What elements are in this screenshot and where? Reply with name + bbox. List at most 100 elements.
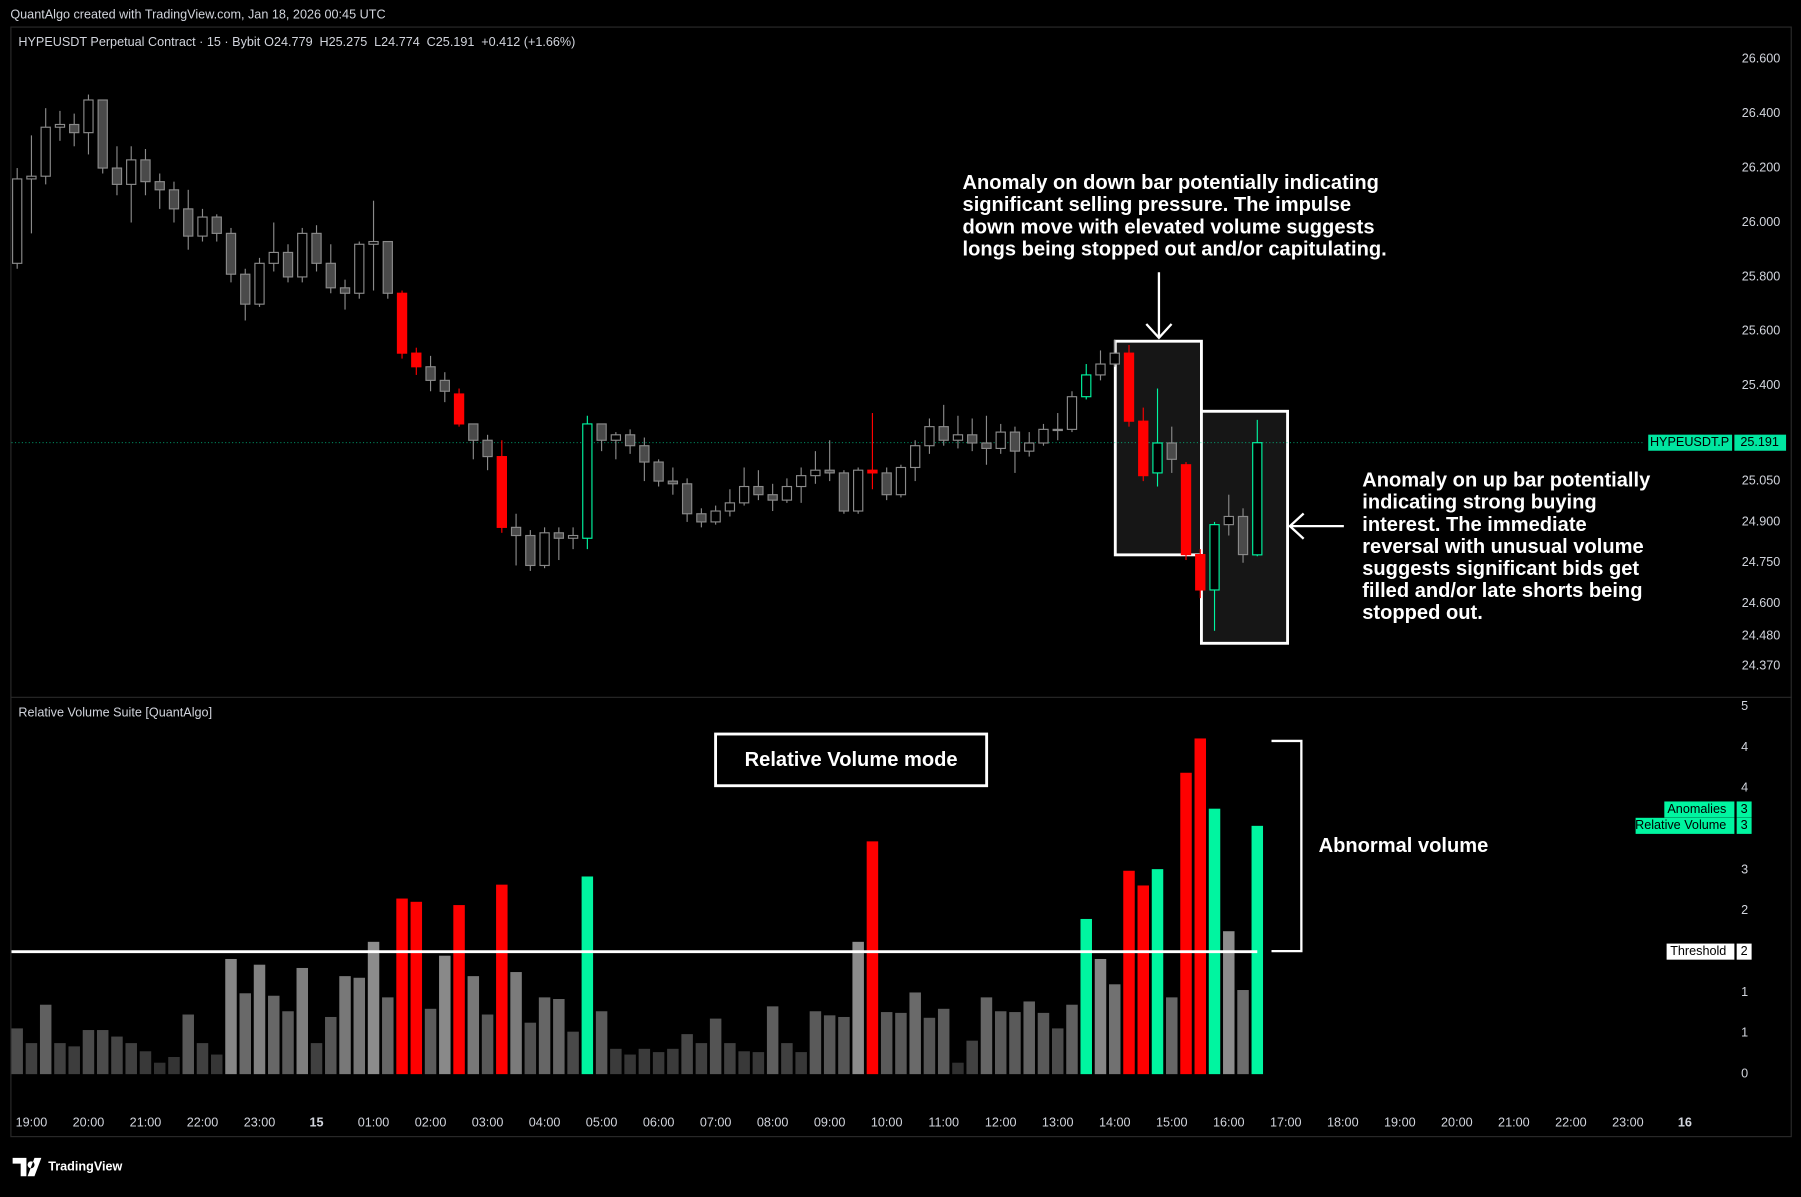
legend-tag-name: Relative Volume [1635,818,1726,832]
arrows [1145,272,1344,953]
volume-bar [738,1051,750,1075]
candle-body [26,175,37,180]
candle-body [382,240,393,294]
candle-body [40,126,51,177]
arrow-left [1288,512,1344,540]
bracket [1271,739,1303,953]
candle-body [795,475,807,488]
candle-body [1081,374,1092,398]
volume-bar [54,1043,66,1075]
annotation-line: Anomaly on up bar potentially [1362,470,1651,492]
candle-body [653,461,664,482]
volume-bar [111,1036,123,1075]
candle-body [738,485,750,504]
candle-body [1166,442,1177,460]
y-tick-label: 26.600 [1742,52,1781,66]
candle-body [1123,352,1135,422]
volume-bar [481,1014,494,1075]
logo-text: TradingView [48,1159,122,1173]
candle-body [1237,515,1249,556]
candle-body [724,502,736,512]
price-tag [1734,434,1787,451]
candle-body [582,423,593,539]
volume-bar [1109,984,1121,1075]
volume-bar [766,1006,779,1075]
volume-bar [168,1056,180,1075]
x-tick-label: 07:00 [700,1116,732,1130]
candle-body [1109,352,1120,365]
threshold-tag [1666,943,1735,960]
volume-bar [339,976,351,1075]
volume-bar [581,876,594,1075]
candle-body [54,123,66,128]
price-tag [1648,434,1733,451]
volume-bar [852,941,864,1075]
arrow-down [1145,272,1173,340]
candle-body [1252,442,1263,556]
logo-mark [12,1157,42,1177]
x-tick-label: 15 [309,1116,323,1130]
x-tick-label: 06:00 [643,1116,675,1130]
x-tick-label: 02:00 [415,1116,447,1130]
legend-tag-name: Anomalies [1667,802,1726,816]
y-tick-label: 4 [1741,781,1748,795]
x-tick-label: 21:00 [130,1116,162,1130]
volume-bar [25,1043,38,1075]
volume-bar [1151,869,1164,1075]
candle-body [69,123,80,134]
volume-bar [1051,1028,1064,1075]
annotation-line: filled and/or late shorts being [1362,580,1642,602]
volume-bar [382,997,394,1075]
volume-bar [496,884,508,1075]
threshold-name: Threshold [1670,944,1726,958]
candle-body [1038,428,1049,444]
volume-bar [823,1015,836,1075]
volume-bar [1080,918,1092,1075]
annotation-line: reversal with unusual volume [1362,536,1643,558]
candle-body [696,513,707,523]
candle-body [396,292,408,354]
price-tag-value: 25.191 [1740,435,1779,449]
volume-bar [880,1012,893,1075]
volume-bar [125,1043,137,1075]
candle-body [411,352,422,368]
candle-body [1152,442,1163,474]
volume-bar [923,1017,936,1075]
ohlc-readout: C25.191 [427,35,475,49]
volume-bar [524,1022,537,1075]
candle-body [325,262,336,289]
annotation-line: stopped out. [1362,602,1483,624]
mode-box [714,732,989,788]
ohlc-readout: L24.774 [374,35,420,49]
y-tick-label: 5 [1741,699,1748,713]
candle-body [1209,524,1220,591]
candle-body [624,434,636,447]
x-tick-label: 23:00 [1612,1116,1644,1130]
threshold-tag [1736,943,1752,960]
volume-bar [182,1014,194,1075]
candle-body [197,216,208,237]
volume-bar [681,1034,693,1075]
volume-bar [82,1030,95,1075]
volume-bar [980,997,993,1075]
candle-body [667,480,679,485]
volume-bar [410,901,423,1075]
x-tick-label: 03:00 [472,1116,504,1130]
volume-bar [652,1052,665,1075]
candle-body [368,240,379,245]
y-tick-label: 3 [1741,862,1748,876]
candle-body [824,469,835,474]
candle-body [510,526,522,537]
legend-tag [1635,817,1735,834]
volume-bar [225,958,237,1075]
volume-bar [610,1048,622,1075]
y-tick-label: 24.370 [1742,659,1781,673]
volume-bar [1137,885,1149,1075]
marks [11,58,1686,1108]
candle-body [297,232,308,278]
y-tick-label: 4 [1741,740,1748,754]
candle-body [853,469,864,512]
legend-tag-value: 3 [1741,818,1748,832]
x-tick-label: 05:00 [586,1116,618,1130]
candle-body [881,472,892,496]
